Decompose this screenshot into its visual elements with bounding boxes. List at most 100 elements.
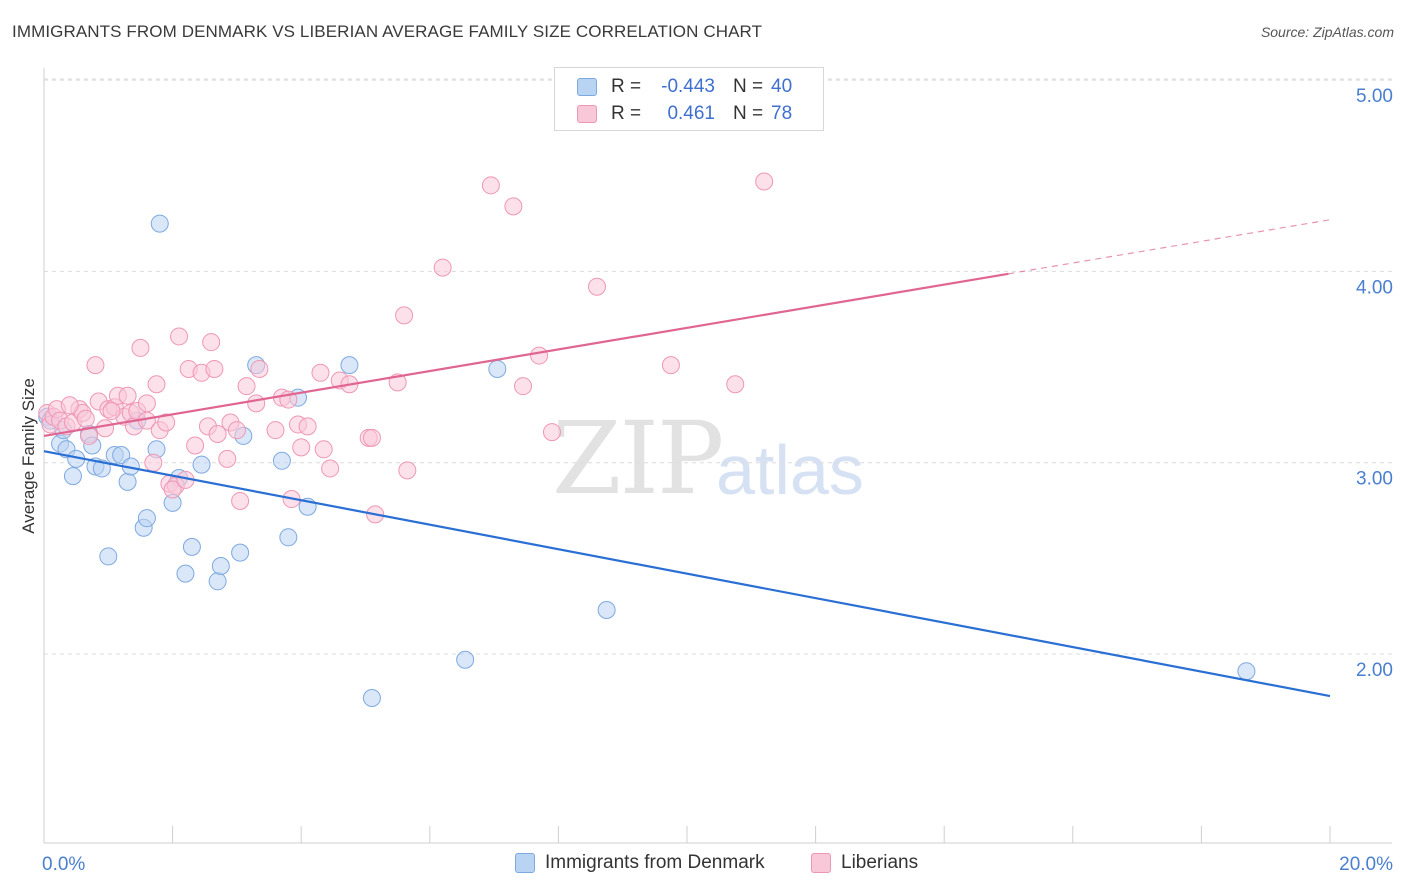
legend-r-value: 0.461 <box>667 103 715 124</box>
data-point <box>272 451 291 470</box>
chart-source: Source: ZipAtlas.com <box>1260 24 1394 40</box>
data-point <box>661 356 680 375</box>
data-point <box>211 557 230 576</box>
y-tick-label: 5.00 <box>1356 86 1393 107</box>
data-point <box>279 528 298 547</box>
data-point <box>218 449 237 468</box>
legend-n-label: N = <box>733 76 764 97</box>
data-point <box>76 409 95 428</box>
series-swatch-denmark <box>515 853 535 873</box>
data-point <box>755 172 774 191</box>
series-swatch-liberians <box>811 853 831 873</box>
data-point <box>481 176 500 195</box>
data-point <box>208 572 227 591</box>
data-point <box>112 446 131 465</box>
data-point <box>147 375 166 394</box>
data-point <box>587 277 606 296</box>
data-point <box>208 425 227 444</box>
legend-row-liberians: R = 0.461 N = 78 <box>577 100 792 128</box>
legend-r-label: R = <box>611 76 642 97</box>
data-point <box>247 394 266 413</box>
y-axis-label: Average Family Size <box>19 378 38 534</box>
data-point <box>433 258 452 277</box>
series-legend-label: Liberians <box>841 852 919 873</box>
legend-n-value: 40 <box>771 76 793 97</box>
data-point <box>163 480 182 499</box>
data-point <box>170 327 189 346</box>
data-point <box>131 338 150 357</box>
grid-lines <box>44 78 1392 655</box>
data-point <box>137 509 156 528</box>
series-legend-label: Immigrants from Denmark <box>545 852 765 873</box>
data-point <box>726 375 745 394</box>
trend-line-extension <box>1008 219 1331 275</box>
series-legend-liberians[interactable]: Liberians <box>811 852 918 874</box>
data-point <box>176 564 195 583</box>
data-point <box>118 472 137 491</box>
data-point <box>362 688 381 707</box>
data-point <box>60 396 79 415</box>
data-point <box>504 197 523 216</box>
data-point <box>311 363 330 382</box>
data-point <box>231 491 250 510</box>
legend-swatch-liberians <box>577 105 597 123</box>
data-point <box>237 377 256 396</box>
axes <box>43 68 1392 844</box>
data-point <box>118 386 137 405</box>
data-point <box>99 547 118 566</box>
data-point <box>542 423 561 442</box>
trend-lines <box>43 219 1331 698</box>
watermark-atlas: atlas <box>716 431 864 509</box>
data-point <box>182 537 201 556</box>
data-point <box>395 306 414 325</box>
legend-n-label: N = <box>733 103 764 124</box>
data-point <box>186 436 205 455</box>
data-point <box>266 421 285 440</box>
trend-line <box>43 450 1331 698</box>
data-point <box>340 356 359 375</box>
series-legend: Immigrants from Denmark Liberians <box>0 852 1406 878</box>
x-tick-label: 20.0% <box>1339 854 1393 875</box>
data-point <box>137 394 156 413</box>
y-tick-label: 3.00 <box>1356 469 1393 490</box>
data-point <box>398 461 417 480</box>
data-point <box>1237 662 1256 681</box>
data-point <box>362 428 381 447</box>
y-tick-label: 2.00 <box>1356 660 1393 681</box>
data-point <box>231 543 250 562</box>
watermark-zip: ZIP <box>552 400 724 517</box>
data-point <box>150 214 169 233</box>
data-point <box>314 440 333 459</box>
data-point <box>530 346 549 365</box>
trend-line <box>43 272 1009 438</box>
tick-labels: 2.00 3.00 4.00 5.00 0.0% 20.0% <box>42 86 1393 875</box>
data-point <box>96 419 115 438</box>
data-point <box>292 438 311 457</box>
data-point <box>298 417 317 436</box>
data-point <box>102 402 121 421</box>
data-point <box>63 467 82 486</box>
legend-r-label: R = <box>611 103 642 124</box>
x-tick-label: 0.0% <box>42 854 85 875</box>
data-point <box>157 413 176 432</box>
data-point <box>92 459 111 478</box>
data-point <box>488 359 507 378</box>
y-tick-label: 4.00 <box>1356 277 1393 298</box>
data-point <box>597 601 616 620</box>
data-point <box>227 421 246 440</box>
legend-r-value: -0.443 <box>661 76 715 97</box>
legend-swatch-denmark <box>577 78 597 96</box>
correlation-legend: R = -0.443 N = 40 R = 0.461 N = 78 <box>554 67 824 131</box>
chart-title: IMMIGRANTS FROM DENMARK VS LIBERIAN AVER… <box>12 22 763 41</box>
legend-n-value: 78 <box>771 103 793 124</box>
data-point <box>250 359 269 378</box>
data-point <box>205 359 224 378</box>
data-point <box>321 459 340 478</box>
data-point <box>86 356 105 375</box>
data-point <box>202 333 221 352</box>
legend-row-denmark: R = -0.443 N = 40 <box>577 73 792 101</box>
data-point <box>192 455 211 474</box>
series-legend-denmark[interactable]: Immigrants from Denmark <box>515 852 765 874</box>
data-point <box>144 453 163 472</box>
